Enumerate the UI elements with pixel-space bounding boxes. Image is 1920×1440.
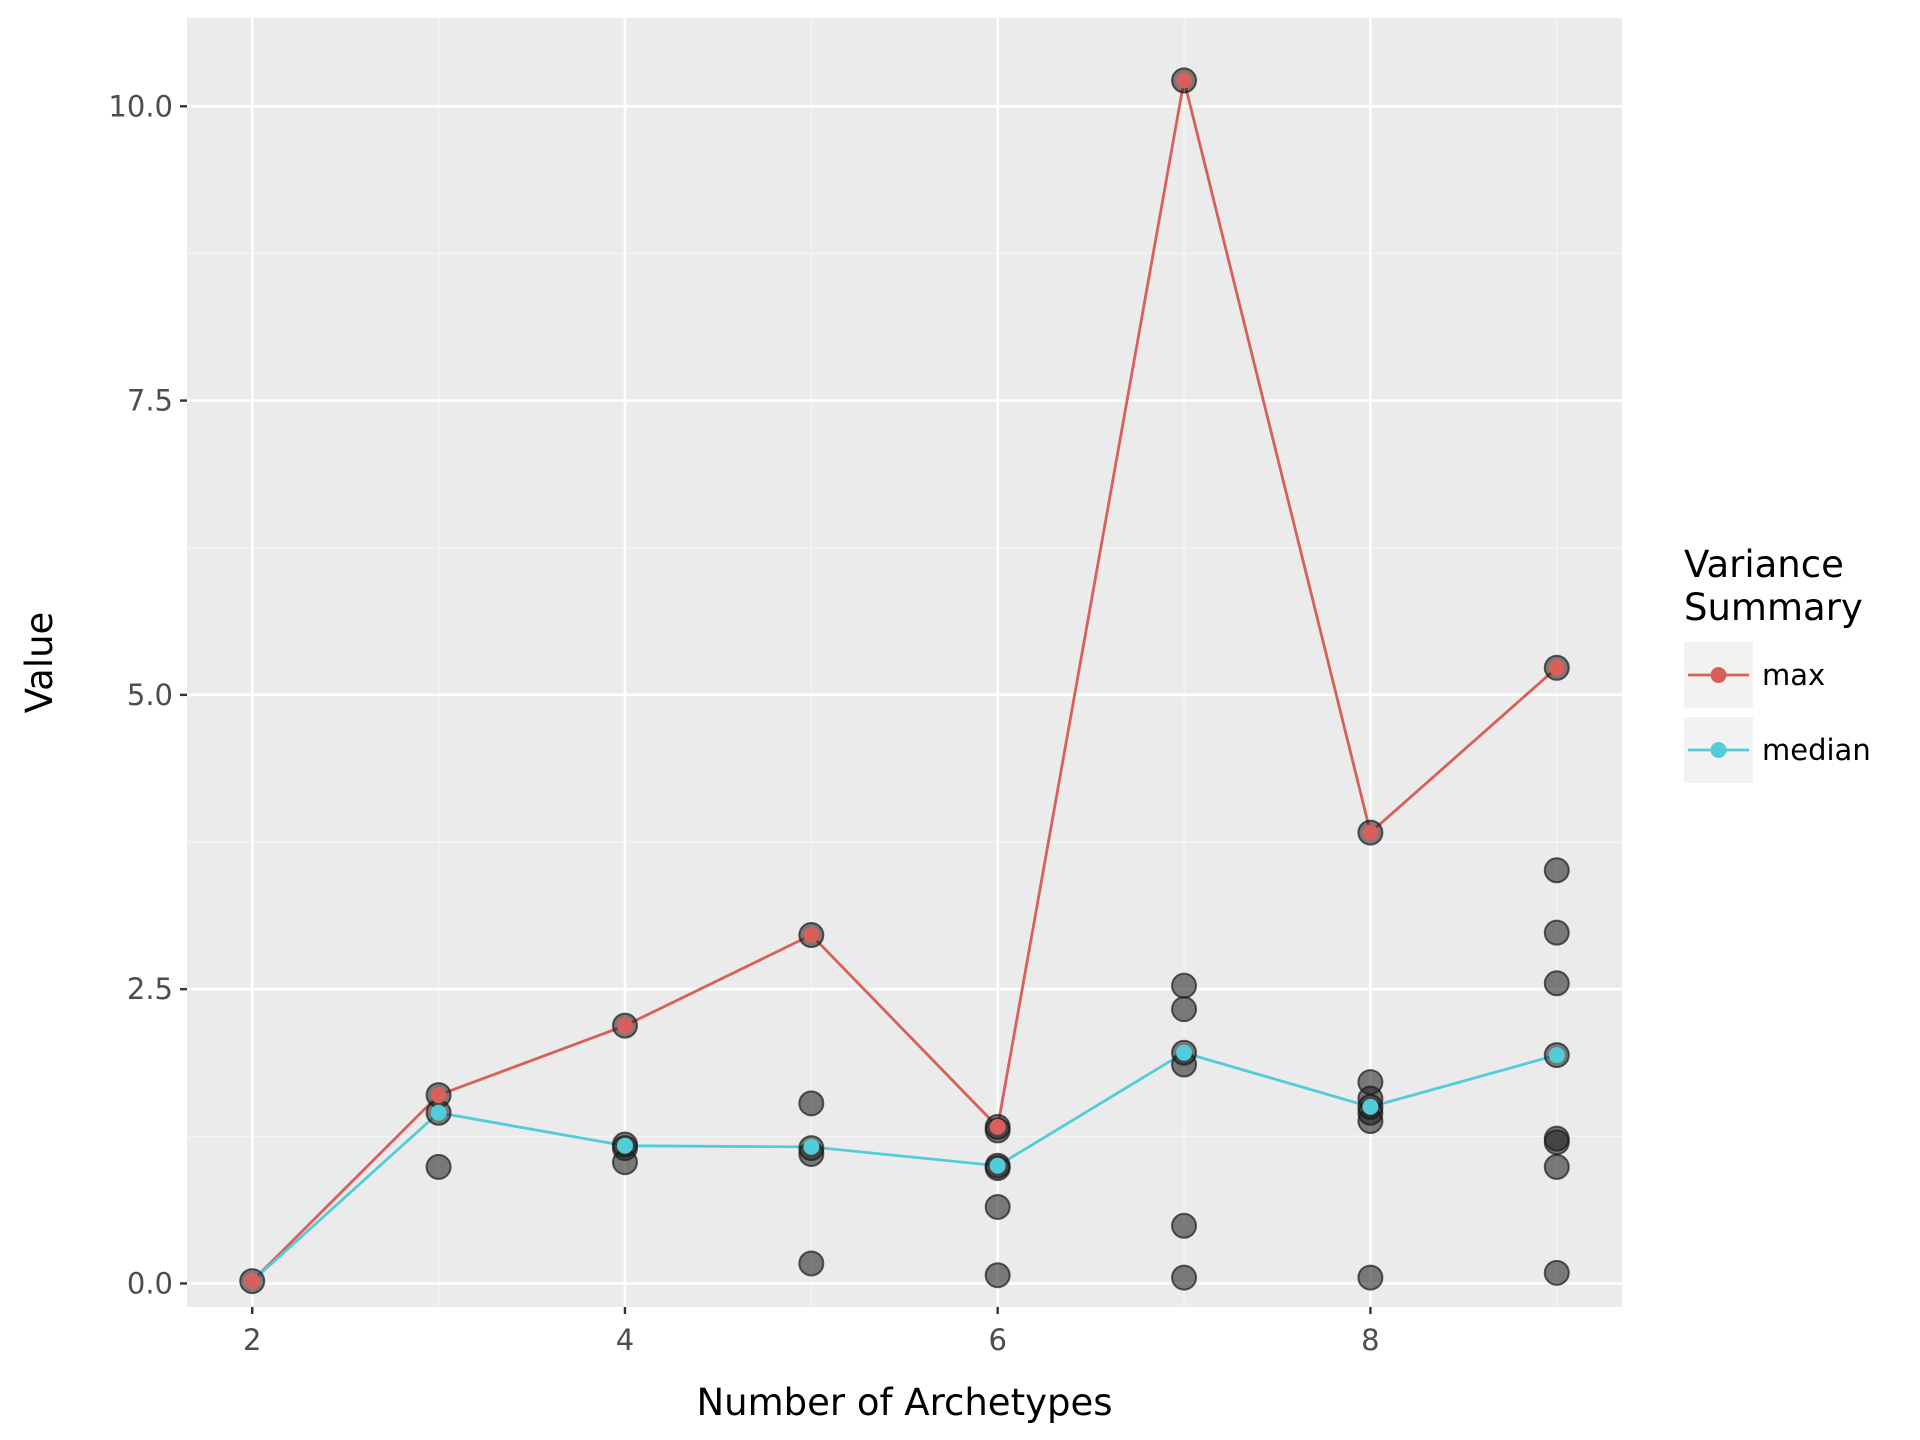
y-tick-label: 0.0 — [127, 1266, 173, 1300]
legend-marker-max — [1710, 667, 1727, 683]
y-axis-title: Value — [18, 612, 61, 714]
series-point-median — [803, 1138, 820, 1155]
series-point-max — [430, 1087, 447, 1104]
series-point-max — [616, 1017, 633, 1034]
data-points — [239, 67, 1570, 1295]
data-point — [798, 1090, 825, 1117]
series-line-max — [251, 80, 1558, 1283]
y-tick-label: 5.0 — [127, 678, 173, 712]
data-point — [1543, 857, 1570, 884]
data-point — [1543, 919, 1570, 946]
series-point-max — [1548, 659, 1565, 676]
grid-major — [187, 18, 1622, 1307]
data-point — [1357, 1264, 1384, 1291]
axis-ticks — [180, 105, 1372, 1314]
legend-title-line-2: Summary — [1684, 586, 1863, 629]
y-tick-labels: 0.0 2.5 5.0 7.5 10.0 — [108, 89, 173, 1300]
data-point — [1543, 1259, 1570, 1286]
series-point-median — [989, 1157, 1006, 1174]
data-point — [611, 1149, 638, 1176]
series-line-median — [251, 1051, 1558, 1283]
series-lines — [251, 80, 1558, 1283]
series-points — [244, 72, 1565, 1290]
data-point — [1543, 1153, 1570, 1180]
series-point-max — [803, 927, 820, 944]
y-tick-label: 2.5 — [127, 972, 173, 1006]
series-point-median — [1362, 1098, 1379, 1115]
x-tick-label: 6 — [988, 1323, 1006, 1357]
legend-marker-median — [1710, 742, 1727, 758]
y-tick-label: 10.0 — [108, 89, 173, 123]
data-point — [1171, 996, 1198, 1023]
data-point — [1543, 970, 1570, 997]
series-point-max — [989, 1118, 1006, 1135]
grid-minor — [187, 18, 1622, 1307]
series-point-median — [1176, 1044, 1193, 1061]
x-tick-labels: 2 4 6 8 — [243, 1323, 1380, 1357]
series-point-max — [1176, 72, 1193, 89]
series-point-max — [244, 1273, 261, 1290]
data-point — [425, 1153, 452, 1180]
data-point — [1171, 1212, 1198, 1239]
series-point-max — [1362, 824, 1379, 841]
legend-items: max median — [1684, 642, 1871, 783]
legend: Variance Summary max median — [1684, 543, 1871, 783]
data-point — [984, 1193, 1011, 1220]
data-point — [1171, 1264, 1198, 1291]
x-tick-label: 8 — [1361, 1323, 1379, 1357]
x-axis-title: Number of Archetypes — [696, 1381, 1112, 1424]
data-point — [984, 1262, 1011, 1289]
data-point — [798, 1250, 825, 1277]
legend-title-line-1: Variance — [1684, 543, 1844, 586]
data-point — [1543, 1129, 1570, 1156]
y-tick-label: 7.5 — [127, 384, 173, 418]
plot-panel — [187, 18, 1622, 1307]
legend-label-max: max — [1762, 658, 1825, 692]
data-point — [1171, 972, 1198, 999]
legend-label-median: median — [1762, 733, 1871, 767]
series-point-median — [430, 1104, 447, 1121]
x-tick-label: 2 — [243, 1323, 261, 1357]
series-point-median — [1548, 1047, 1565, 1064]
series-point-median — [616, 1137, 633, 1154]
x-tick-label: 4 — [616, 1323, 634, 1357]
